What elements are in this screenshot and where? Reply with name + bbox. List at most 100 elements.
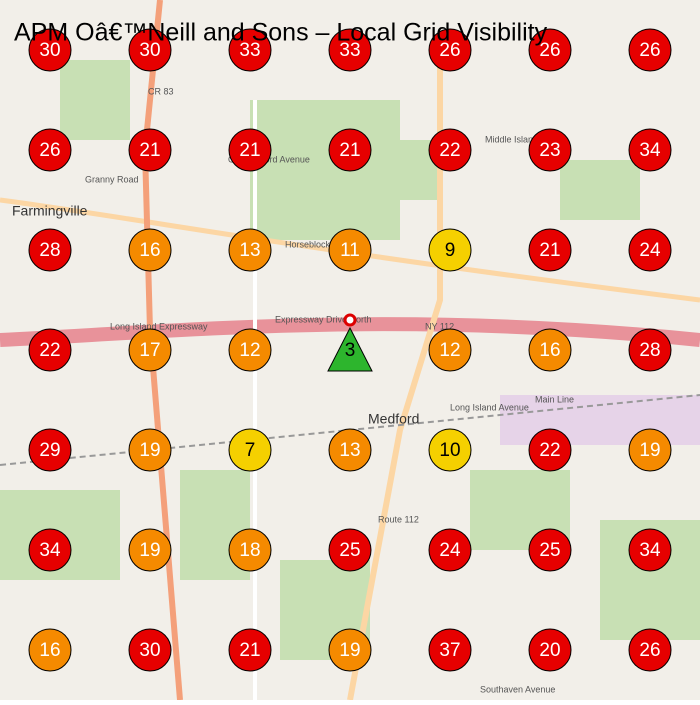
rank-label: 16 [139, 240, 160, 261]
rank-marker [28, 328, 72, 372]
rank-marker [428, 628, 472, 672]
rank-marker [628, 228, 672, 272]
rank-label: 21 [539, 240, 560, 261]
map-label: CR 83 [148, 86, 174, 96]
rank-marker [228, 328, 272, 372]
rank-label: 26 [639, 40, 660, 61]
rank-label: 13 [239, 240, 260, 261]
rank-marker [528, 428, 572, 472]
rank-marker [528, 128, 572, 172]
map-label: Medford [368, 411, 419, 427]
rank-marker [28, 128, 72, 172]
rank-marker [328, 428, 372, 472]
rank-marker [228, 228, 272, 272]
rank-marker [528, 328, 572, 372]
rank-label: 34 [39, 540, 61, 561]
rank-label: 22 [39, 340, 60, 361]
rank-label: 33 [239, 40, 260, 61]
rank-label: 16 [539, 340, 560, 361]
rank-label: 22 [539, 440, 560, 461]
rank-marker [528, 28, 572, 72]
rank-marker [628, 628, 672, 672]
rank-label: 21 [139, 140, 160, 161]
pin-marker [327, 326, 373, 372]
map-label: Long Island Expressway [110, 321, 208, 331]
rank-label: 17 [139, 340, 160, 361]
rank-label: 10 [439, 440, 460, 461]
rank-marker [628, 428, 672, 472]
rank-label: 12 [439, 340, 460, 361]
rank-marker [128, 328, 172, 372]
map-label: Route 112 [378, 514, 419, 524]
location-pin [343, 313, 357, 327]
pin-rank: 3 [345, 340, 356, 361]
rank-label: 26 [539, 40, 560, 61]
rank-marker [428, 528, 472, 572]
rank-label: 23 [539, 140, 560, 161]
rank-marker [228, 128, 272, 172]
rank-marker [128, 428, 172, 472]
rank-marker [628, 328, 672, 372]
rank-marker [28, 28, 72, 72]
rank-marker [228, 528, 272, 572]
rank-marker [428, 228, 472, 272]
rank-label: 34 [639, 540, 661, 561]
rank-marker [528, 528, 572, 572]
rank-label: 30 [39, 40, 60, 61]
rank-label: 37 [439, 640, 460, 661]
rank-label: 28 [639, 340, 660, 361]
rank-label: 24 [439, 540, 461, 561]
rank-marker [428, 328, 472, 372]
map-label: NY 112 [425, 321, 454, 331]
rank-label: 19 [139, 440, 160, 461]
rank-marker [328, 228, 372, 272]
rank-marker [128, 528, 172, 572]
rank-label: 30 [139, 640, 160, 661]
map-label: Middle Island Road [485, 134, 562, 144]
rank-label: 33 [339, 40, 360, 61]
rank-marker [628, 28, 672, 72]
rank-marker [28, 228, 72, 272]
map-label: Granny Road [85, 174, 139, 184]
rank-label: 25 [539, 540, 560, 561]
map-label: Main Line [535, 394, 574, 404]
rank-label: 26 [639, 640, 660, 661]
rank-marker [28, 428, 72, 472]
rank-label: 21 [239, 640, 260, 661]
rank-label: 26 [439, 40, 460, 61]
map-label: Horseblock Road [285, 239, 354, 249]
title: APM Oâ€™Neill and Sons – Local Grid Visi… [14, 19, 548, 47]
rank-marker [328, 628, 372, 672]
rank-marker [528, 228, 572, 272]
rank-marker [328, 528, 372, 572]
rank-marker [128, 628, 172, 672]
rank-label: 11 [340, 240, 360, 261]
rank-label: 12 [239, 340, 260, 361]
rank-marker [428, 28, 472, 72]
rank-marker [228, 28, 272, 72]
rank-label: 13 [339, 440, 360, 461]
rank-label: 16 [39, 640, 60, 661]
rank-marker [328, 128, 372, 172]
rank-label: 20 [539, 640, 560, 661]
rank-marker [128, 28, 172, 72]
rank-label: 34 [639, 140, 661, 161]
rank-label: 9 [445, 240, 456, 261]
rank-marker [28, 528, 72, 572]
rank-marker [128, 228, 172, 272]
expressway [0, 317, 700, 347]
rank-marker [328, 28, 372, 72]
rank-label: 25 [339, 540, 360, 561]
rank-label: 21 [239, 140, 260, 161]
rank-label: 18 [239, 540, 260, 561]
rank-marker [28, 628, 72, 672]
rank-label: 28 [39, 240, 60, 261]
map-label: Southaven Avenue [480, 684, 555, 694]
rank-label: 24 [639, 240, 661, 261]
map-label: Expressway Drive North [275, 314, 372, 324]
rank-marker [628, 128, 672, 172]
rank-label: 7 [245, 440, 256, 461]
rank-marker [228, 428, 272, 472]
rank-label: 30 [139, 40, 160, 61]
